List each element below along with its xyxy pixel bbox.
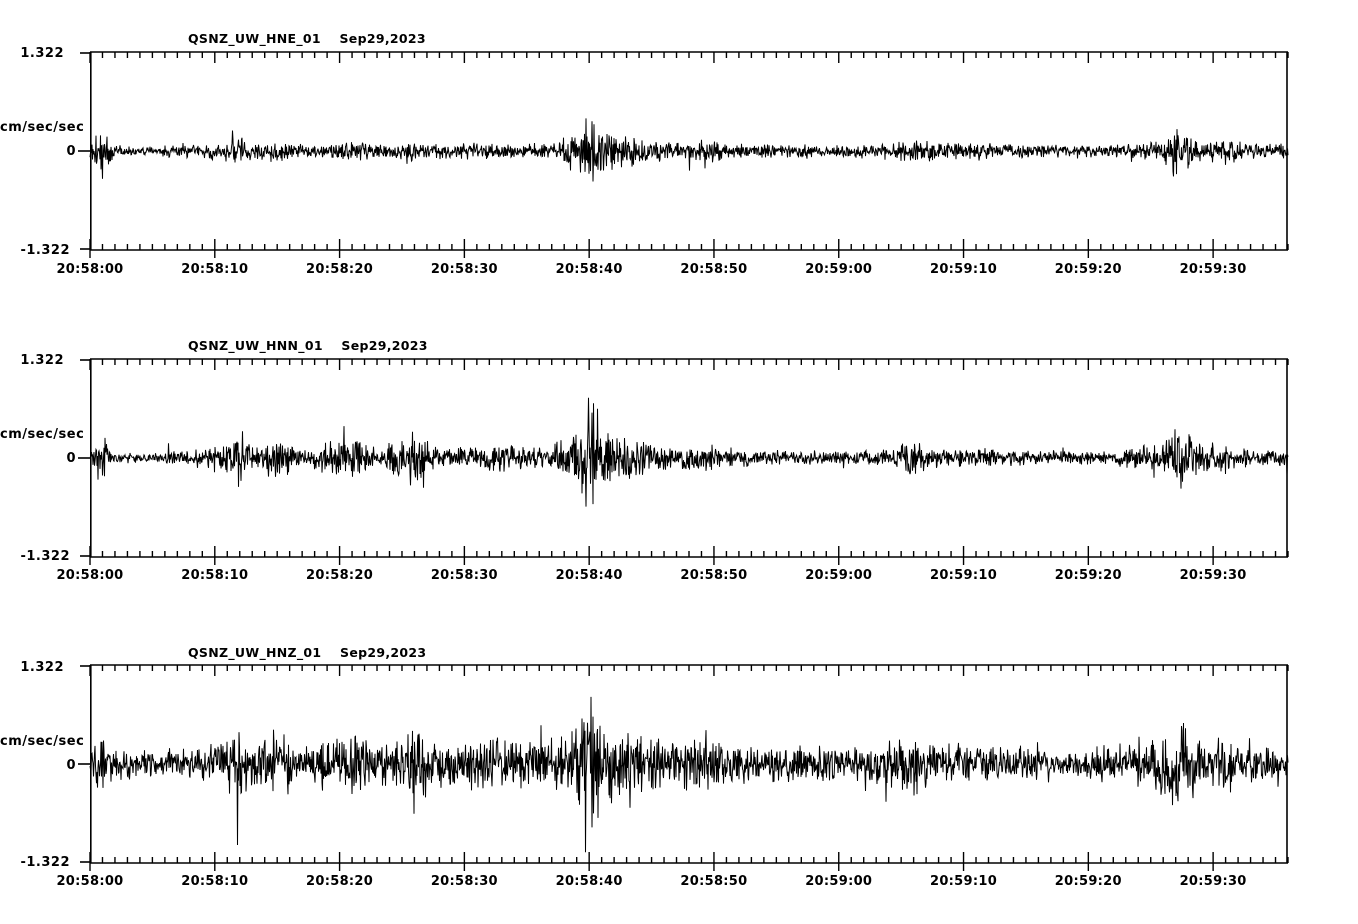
x-axis-tick-labels-hnz: 20:58:00 20:58:10 20:58:20 20:58:30 20:58:40… (0, 874, 1358, 894)
waveform-trace-hnz (89, 696, 1289, 853)
x-axis-tick-label: 20:59:00 (805, 568, 873, 583)
x-axis-tick-label: 20:59:10 (929, 262, 998, 277)
waveform-trace-hnn (89, 397, 1289, 507)
trace-title-hnz: QSNZ_UW_HNZ_01 Sep29,2023 (188, 645, 427, 660)
x-axis-tick-label: 20:58:10 (181, 568, 249, 583)
x-axis-tick-labels-hnn: 20:58:00 20:58:10 20:58:20 20:58:30 20:58:40… (0, 568, 1358, 588)
x-axis-tick-label: 20:58:50 (680, 568, 748, 583)
x-axis-tick-label: 20:59:30 (1179, 874, 1247, 889)
axis-ticks-hne (78, 52, 1289, 258)
axis-ticks-hnn (78, 359, 1289, 565)
y-axis-min-label-hne: -1.322 (20, 243, 70, 258)
x-axis-tick-label: 20:58:40 (555, 262, 623, 277)
x-axis-tick-label: 20:58:20 (306, 262, 374, 277)
waveform-trace-hne (89, 118, 1289, 182)
x-axis-tick-label: 20:58:50 (680, 874, 748, 889)
waveform-svg-hnn (78, 358, 1289, 565)
y-axis-unit-label-hnn: cm/sec/sec (0, 427, 85, 442)
x-axis-tick-label: 20:58:20 (306, 568, 374, 583)
y-axis-unit-label-hnz: cm/sec/sec (0, 734, 85, 749)
x-axis-tick-label: 20:58:40 (555, 874, 623, 889)
x-axis-tick-label: 20:59:20 (1054, 568, 1122, 583)
x-axis-tick-label: 20:58:00 (56, 262, 124, 277)
y-axis-zero-label-hnz: 0 (66, 758, 76, 773)
waveform-plot-hnn (78, 358, 1289, 565)
y-axis-min-label-hnn: -1.322 (20, 549, 70, 564)
x-axis-tick-label: 20:59:30 (1179, 262, 1247, 277)
waveform-plot-hnz (78, 664, 1289, 871)
waveform-svg-hne (78, 51, 1289, 258)
x-axis-tick-label: 20:59:00 (805, 874, 873, 889)
x-axis-tick-label: 20:58:50 (680, 262, 748, 277)
y-axis-max-label-hnn: 1.322 (20, 353, 64, 368)
x-axis-tick-label: 20:58:10 (181, 874, 249, 889)
x-axis-tick-label: 20:58:10 (181, 262, 249, 277)
y-axis-max-label-hnz: 1.322 (20, 660, 64, 675)
waveform-plot-hne (78, 51, 1289, 258)
y-axis-zero-label-hnn: 0 (66, 451, 76, 466)
x-axis-tick-label: 20:59:30 (1179, 568, 1247, 583)
y-axis-zero-label-hne: 0 (66, 144, 76, 159)
x-axis-tick-label: 20:58:00 (56, 874, 124, 889)
y-axis-min-label-hnz: -1.322 (20, 855, 70, 870)
trace-title-hnn: QSNZ_UW_HNN_01 Sep29,2023 (188, 338, 428, 353)
waveform-svg-hnz (78, 664, 1289, 871)
axis-ticks-hnz (78, 665, 1289, 871)
trace-title-hne: QSNZ_UW_HNE_01 Sep29,2023 (188, 31, 426, 46)
y-axis-unit-label-hne: cm/sec/sec (0, 120, 85, 135)
x-axis-tick-label: 20:58:40 (555, 568, 623, 583)
x-axis-tick-label: 20:59:20 (1054, 874, 1122, 889)
x-axis-tick-label: 20:59:10 (929, 568, 998, 583)
x-axis-tick-label: 20:59:00 (805, 262, 873, 277)
x-axis-tick-label: 20:59:20 (1054, 262, 1122, 277)
x-axis-tick-label: 20:58:30 (430, 874, 498, 889)
x-axis-tick-label: 20:58:00 (56, 568, 124, 583)
x-axis-tick-label: 20:58:30 (430, 262, 498, 277)
x-axis-tick-label: 20:58:20 (306, 874, 374, 889)
x-axis-tick-label: 20:58:30 (430, 568, 498, 583)
y-axis-max-label-hne: 1.322 (20, 46, 64, 61)
x-axis-tick-label: 20:59:10 (929, 874, 998, 889)
x-axis-tick-labels-hne: 20:58:00 20:58:10 20:58:20 20:58:30 20:58:40… (0, 262, 1358, 282)
